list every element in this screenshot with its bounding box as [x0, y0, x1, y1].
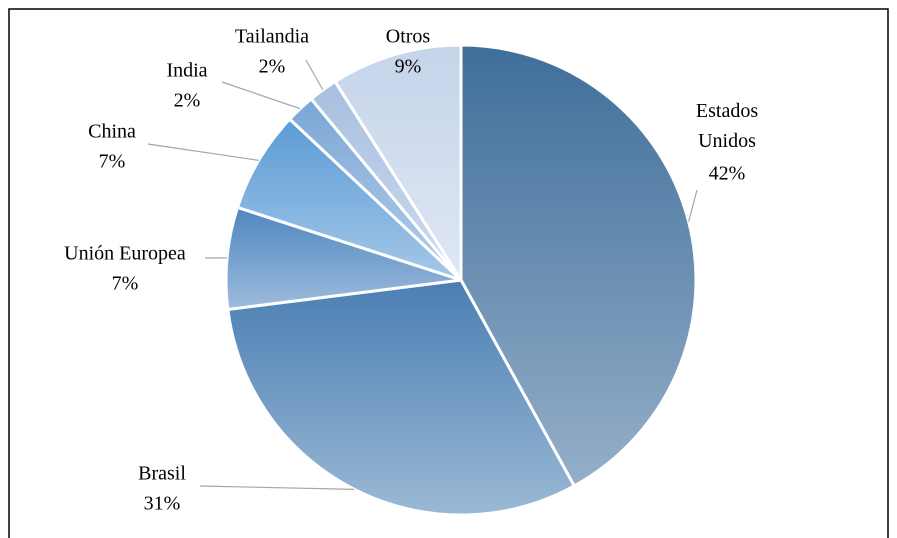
- value-label: 42%: [709, 163, 746, 185]
- leader-line: [147, 143, 259, 161]
- value-label: 31%: [144, 493, 181, 515]
- leader-line: [221, 81, 301, 110]
- pie-slice: [459, 43, 698, 488]
- value-label: 7%: [112, 273, 139, 295]
- pie-slice: [224, 205, 462, 312]
- value-label: 9%: [395, 56, 422, 78]
- category-label: Brasil: [138, 463, 186, 485]
- category-label: India: [166, 60, 207, 82]
- leader-line: [305, 59, 324, 91]
- pie-slice: [235, 117, 463, 282]
- leader-line: [688, 189, 698, 222]
- category-label: China: [88, 121, 136, 143]
- leader-line: [199, 485, 355, 490]
- category-label: Estados Unidos: [696, 100, 758, 152]
- value-label: 2%: [174, 90, 201, 112]
- pie-slice: [333, 43, 463, 286]
- category-label: Otros: [386, 26, 431, 48]
- value-label: 7%: [99, 151, 126, 173]
- category-label: Tailandia: [235, 26, 309, 48]
- value-label: 2%: [259, 56, 286, 78]
- category-label: Unión Europea: [64, 243, 186, 265]
